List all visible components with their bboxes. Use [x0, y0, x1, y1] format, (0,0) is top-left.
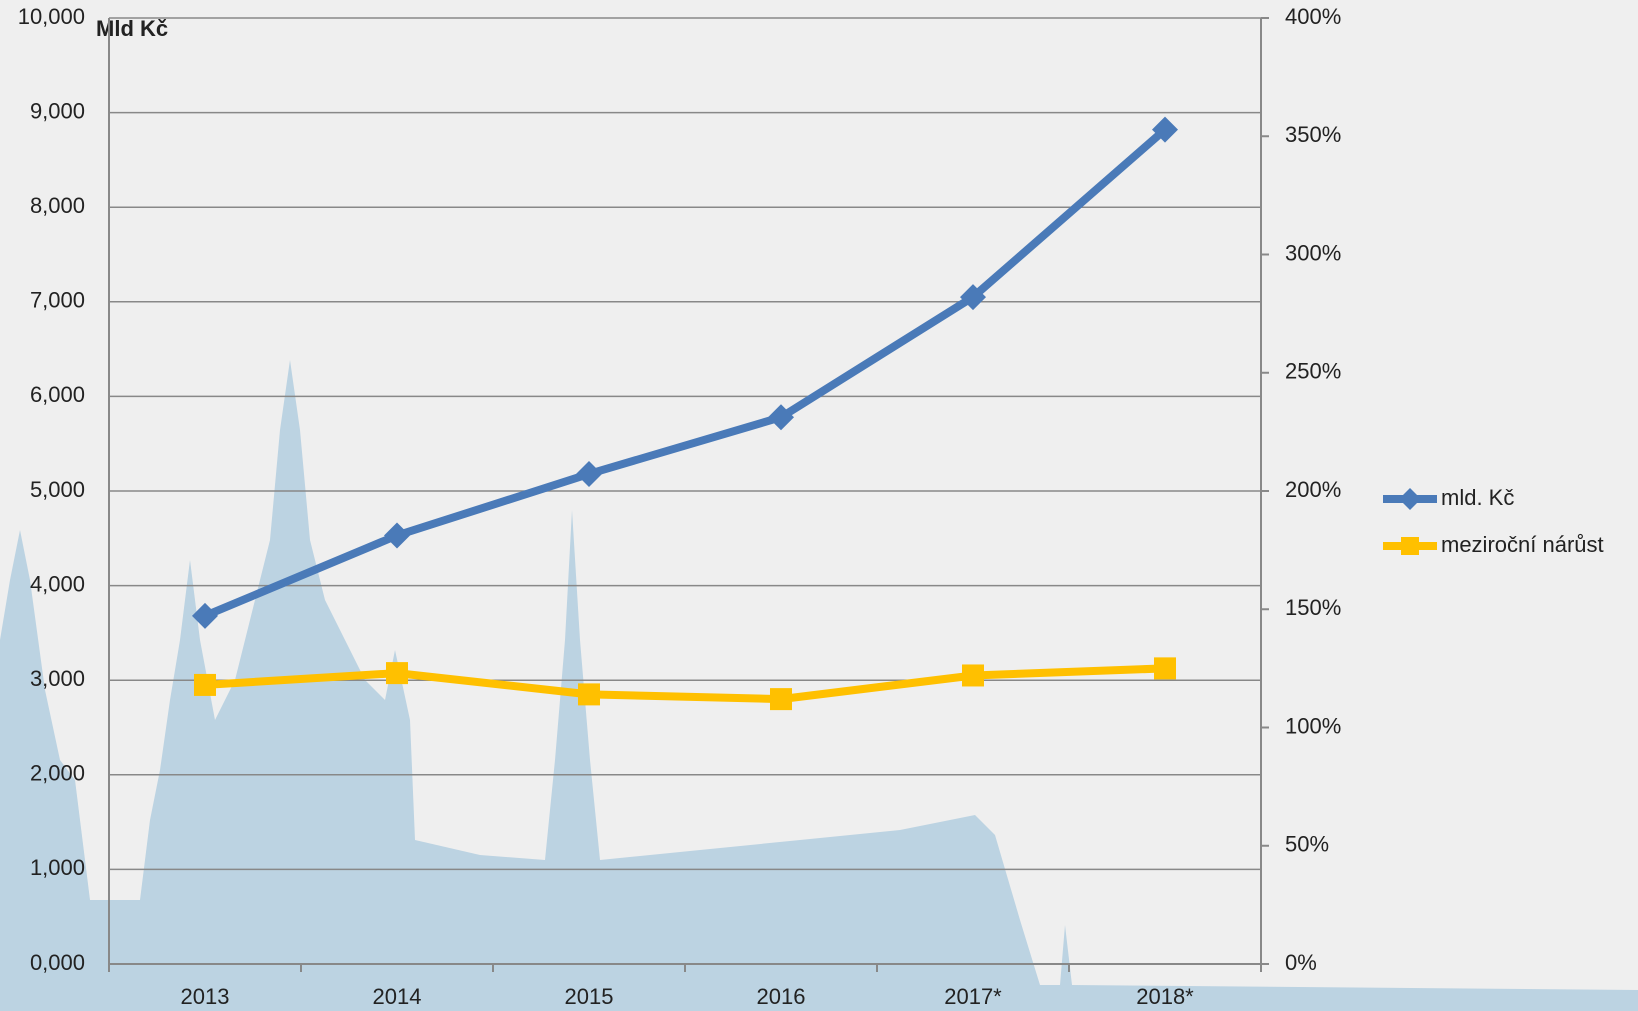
marker — [1401, 537, 1419, 555]
marker — [578, 683, 600, 705]
x-tick-label: 2018* — [1136, 984, 1194, 1009]
y2-tick-label: 350% — [1285, 122, 1341, 147]
y2-tick-label: 250% — [1285, 359, 1341, 384]
y2-tick-label: 200% — [1285, 477, 1341, 502]
y-axis-title: Mld Kč — [96, 16, 168, 41]
y2-tick-label: 150% — [1285, 595, 1341, 620]
y-tick-label: 0,000 — [30, 950, 85, 975]
y-tick-label: 8,000 — [30, 193, 85, 218]
marker — [1399, 488, 1421, 510]
marker — [384, 522, 410, 548]
y-tick-label: 2,000 — [30, 761, 85, 786]
y-tick-label: 10,000 — [18, 4, 85, 29]
marker — [962, 664, 984, 686]
y-tick-label: 1,000 — [30, 855, 85, 880]
y2-tick-label: 400% — [1285, 4, 1341, 29]
y-tick-label: 4,000 — [30, 571, 85, 596]
x-tick-label: 2015 — [565, 984, 614, 1009]
x-tick-label: 2016 — [757, 984, 806, 1009]
chart: Mld Kč 0,000 1,000 2,000 3,000 4,000 5,000 6,0… — [0, 0, 1638, 1011]
y2-tick-label: 300% — [1285, 240, 1341, 265]
marker — [576, 461, 602, 487]
series-line — [205, 130, 1165, 616]
marker — [386, 662, 408, 684]
marker — [1154, 657, 1176, 679]
legend-label: meziroční nárůst — [1441, 532, 1604, 557]
x-tick-label: 2014 — [373, 984, 422, 1009]
legend-label: mld. Kč — [1441, 485, 1514, 510]
y-tick-label: 7,000 — [30, 288, 85, 313]
y2-tick-label: 100% — [1285, 713, 1341, 738]
y-tick-label: 5,000 — [30, 477, 85, 502]
x-tick-label: 2017* — [944, 984, 1002, 1009]
y-tick-label: 6,000 — [30, 382, 85, 407]
y-tick-label: 9,000 — [30, 98, 85, 123]
y2-tick-label: 50% — [1285, 832, 1329, 857]
marker — [770, 688, 792, 710]
marker — [194, 674, 216, 696]
x-tick-label: 2013 — [181, 984, 230, 1009]
y2-tick-label: 0% — [1285, 950, 1317, 975]
y-tick-label: 3,000 — [30, 666, 85, 691]
